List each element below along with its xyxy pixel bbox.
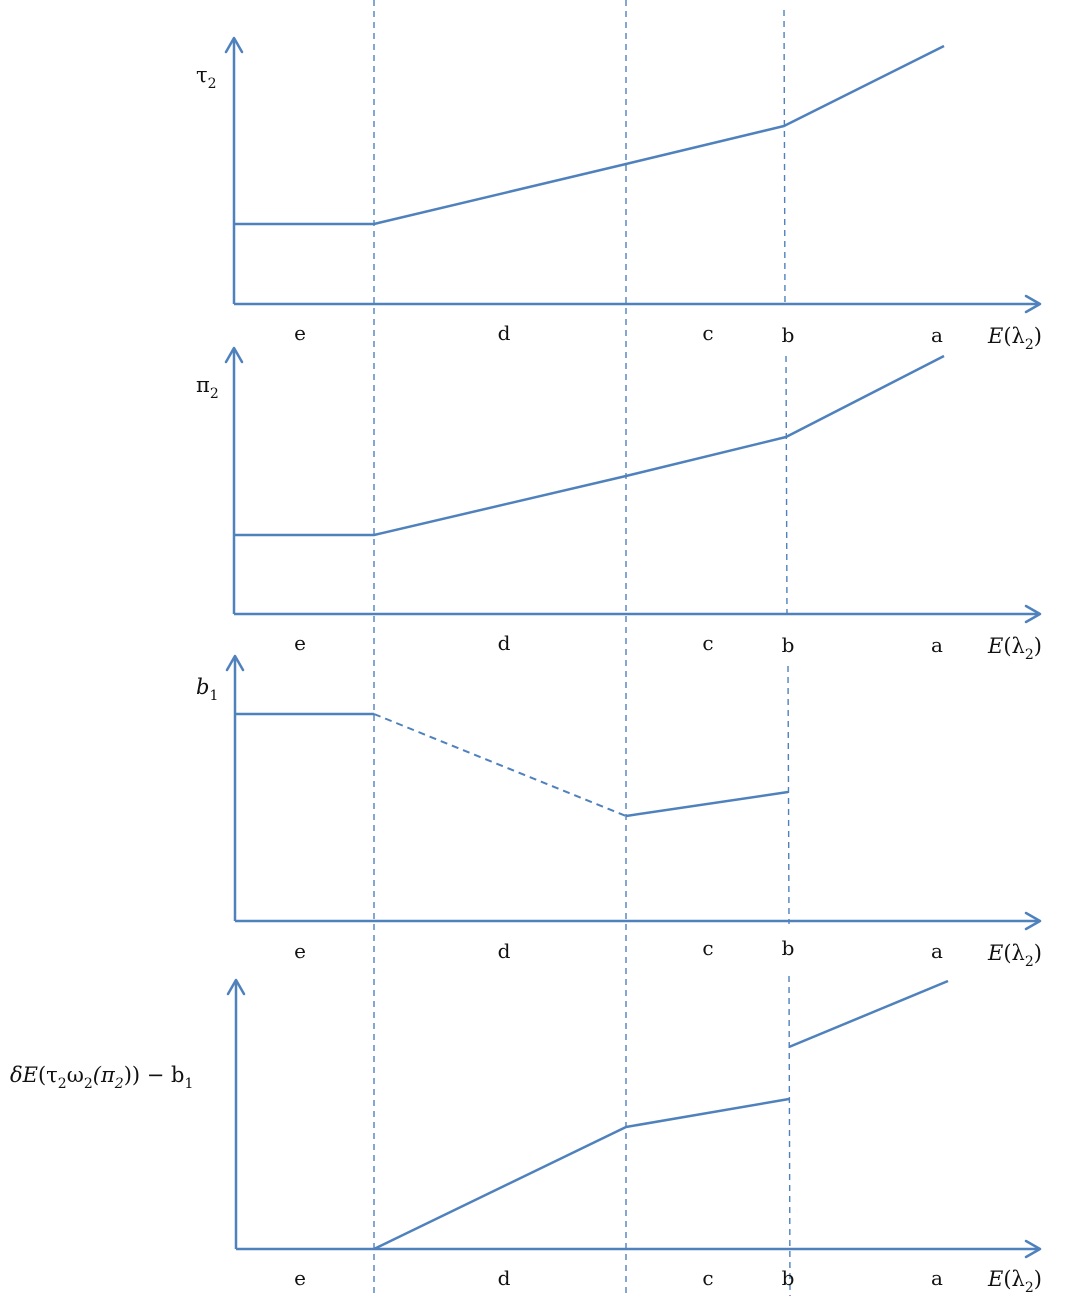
region-label-b: b (782, 633, 795, 657)
y-axis-arrow-icon (226, 978, 246, 996)
x-axis-arrow-icon (1024, 1239, 1042, 1259)
surplus-upper-curve (788, 979, 949, 1049)
x-axis-label: E(λ2) (987, 941, 1042, 970)
b1-rising-segment (625, 790, 789, 818)
region-label-d: d (498, 631, 511, 655)
b1-dashed-segment (373, 713, 627, 817)
guide-line-b-mid1 (785, 355, 788, 619)
region-label-d: d (498, 1266, 511, 1290)
region-label-d: d (498, 939, 511, 963)
panel-pi2: π2 e d c b a E(λ2) (196, 346, 1042, 663)
x-axis-label: E(λ2) (987, 324, 1042, 353)
region-label-e: e (294, 321, 306, 345)
region-label-b: b (782, 1266, 795, 1290)
pi2-curve (234, 354, 945, 537)
x-axis-arrow-icon (1024, 294, 1042, 314)
x-axis-label: E(λ2) (987, 1267, 1042, 1296)
tau2-curve (234, 44, 945, 226)
x-axis-arrow-icon (1024, 911, 1042, 931)
region-label-e: e (294, 939, 306, 963)
y-axis-label: δE(τ2ω2(π2)) − b1 (10, 1063, 193, 1092)
guide-line-b-bottom (788, 975, 791, 1296)
panel-surplus: δE(τ2ω2(π2)) − b1 e d c b a E(λ2) (10, 978, 1042, 1296)
region-label-d: d (498, 321, 511, 345)
region-label-a: a (931, 633, 943, 657)
y-axis-arrow-icon (225, 654, 245, 672)
region-label-b: b (782, 323, 795, 347)
region-label-c: c (702, 631, 713, 655)
region-label-e: e (294, 1266, 306, 1290)
x-axis-arrow-icon (1024, 604, 1042, 624)
y-axis-label: b1 (196, 675, 218, 704)
region-label-b: b (782, 936, 795, 960)
region-label-c: c (702, 321, 713, 345)
guide-line-b-mid2 (787, 665, 790, 925)
y-axis-arrow-icon (224, 346, 244, 364)
y-axis-label: π2 (196, 373, 219, 402)
guide-line-b-top (783, 9, 786, 307)
panel-tau2: τ2 e d c b a E(λ2) (196, 36, 1042, 353)
region-label-a: a (931, 1266, 943, 1290)
region-label-c: c (702, 1266, 713, 1290)
x-axis-label: E(λ2) (987, 634, 1042, 663)
surplus-lower-curve (373, 1097, 790, 1251)
y-axis-arrow-icon (224, 36, 244, 54)
region-guides (373, 0, 791, 1296)
region-label-c: c (702, 936, 713, 960)
region-label-e: e (294, 631, 306, 655)
region-label-a: a (931, 939, 943, 963)
y-axis-label: τ2 (196, 63, 217, 92)
panel-b1: b1 e d c b a E(λ2) (196, 654, 1042, 970)
region-label-a: a (931, 323, 943, 347)
